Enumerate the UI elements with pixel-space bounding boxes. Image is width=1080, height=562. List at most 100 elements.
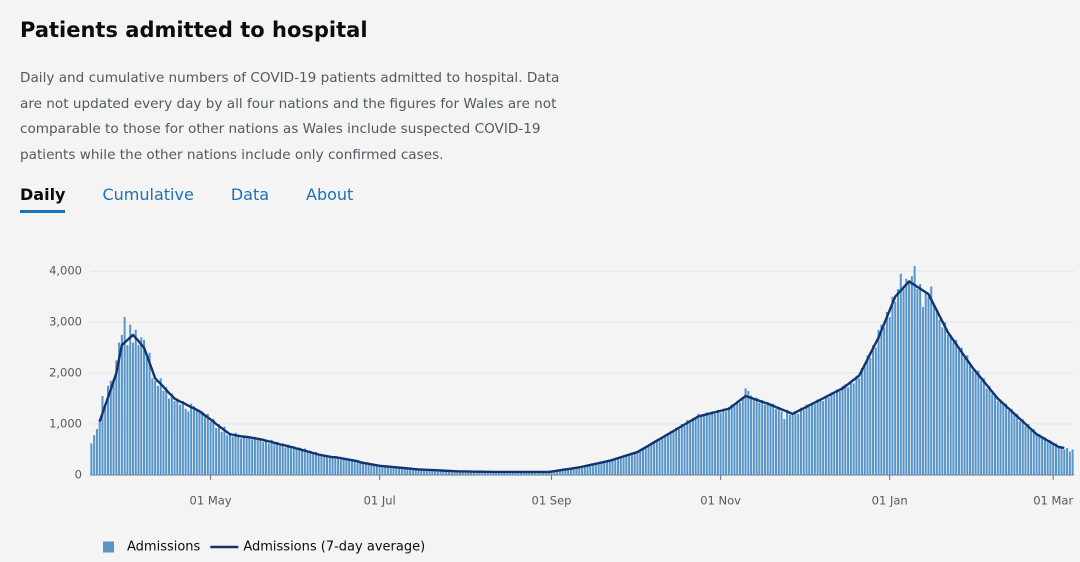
bar [423, 469, 426, 475]
bar [417, 469, 420, 475]
bar [991, 393, 994, 475]
bar [625, 455, 628, 475]
bar [431, 469, 434, 475]
bar [156, 385, 159, 475]
x-tick-label: 01 Jul [364, 494, 396, 508]
x-tick-label: 01 May [190, 494, 232, 508]
bar [450, 471, 453, 475]
bar [708, 414, 711, 475]
bar [356, 462, 359, 475]
bar [838, 391, 841, 475]
bar [231, 436, 234, 475]
bar [689, 422, 692, 475]
bar [647, 446, 650, 475]
bar [1035, 435, 1038, 475]
bar [955, 339, 958, 475]
bar [763, 404, 766, 475]
bar [159, 378, 162, 475]
bar [1018, 421, 1021, 475]
bar [891, 296, 894, 475]
bar [506, 472, 509, 475]
bar [334, 458, 337, 475]
bar [267, 443, 270, 475]
bar [442, 470, 445, 475]
bar [636, 452, 639, 475]
bar [242, 435, 245, 475]
bar [375, 464, 378, 475]
bar [550, 471, 553, 475]
bar [209, 421, 212, 475]
bar [120, 334, 123, 475]
bar [819, 398, 822, 475]
bar [461, 471, 464, 475]
bar [281, 443, 284, 475]
bar [339, 459, 342, 475]
bar [131, 342, 134, 475]
bar [619, 457, 622, 475]
bar [725, 411, 728, 475]
bar [1063, 449, 1066, 475]
bar [885, 311, 888, 475]
bar [697, 413, 700, 475]
bar [367, 464, 370, 475]
bar [248, 436, 251, 475]
bar [245, 437, 248, 475]
bar [896, 289, 899, 475]
bar [913, 266, 916, 475]
bar [475, 471, 478, 475]
bar [256, 439, 259, 475]
bar [1007, 410, 1010, 475]
bar [858, 378, 861, 475]
bar [783, 418, 786, 475]
y-tick-label: 4,000 [49, 264, 82, 278]
bar [614, 459, 617, 475]
bar [694, 418, 697, 475]
bar [425, 469, 428, 475]
bar [1002, 404, 1005, 475]
bar [497, 471, 500, 475]
bar [420, 469, 423, 475]
y-tick-label: 1,000 [49, 417, 82, 431]
bar [994, 396, 997, 475]
bar [711, 411, 714, 475]
bar [204, 416, 207, 475]
tab[interactable]: Data [230, 185, 270, 204]
bar [872, 345, 875, 475]
bar [738, 402, 741, 475]
bar [392, 466, 395, 475]
bar [500, 472, 503, 475]
bar [567, 468, 570, 475]
bar [786, 409, 789, 475]
bar [323, 456, 326, 475]
bar [284, 447, 287, 475]
bar [317, 455, 320, 475]
bar [170, 393, 173, 475]
bar [669, 431, 672, 475]
bar [109, 380, 112, 475]
bar [151, 378, 154, 475]
bar [234, 432, 237, 475]
bar [719, 412, 722, 475]
bar [1016, 413, 1019, 475]
bar [148, 352, 151, 475]
bar [988, 385, 991, 475]
bar [187, 411, 190, 475]
bar [877, 329, 880, 475]
bar [1032, 429, 1035, 475]
bar [1041, 438, 1044, 475]
bar [470, 471, 473, 475]
tab[interactable]: About [306, 185, 354, 204]
tab[interactable]: Cumulative [102, 185, 194, 204]
bar [744, 388, 747, 475]
bar [456, 471, 459, 475]
title: Patients admitted to hospital [20, 18, 368, 42]
bar [1038, 434, 1041, 475]
bar [594, 463, 597, 475]
bar [664, 436, 667, 475]
bar [370, 463, 373, 475]
bar [406, 468, 409, 475]
bar [791, 412, 794, 475]
bar [101, 396, 104, 475]
tab[interactable]: Daily [20, 185, 66, 213]
